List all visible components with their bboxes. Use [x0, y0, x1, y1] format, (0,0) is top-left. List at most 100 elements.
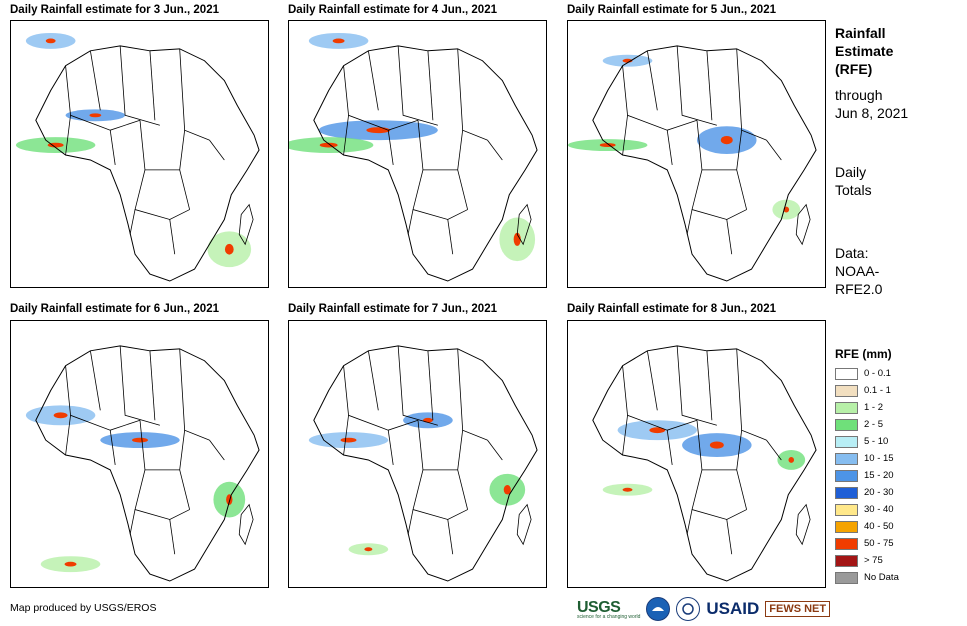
country-border [179, 48, 210, 141]
country-border [676, 45, 717, 126]
country-border [447, 219, 454, 255]
country-border [726, 219, 733, 255]
legend-swatch [835, 384, 858, 397]
country-border [766, 439, 782, 461]
africa-map-svg [592, 345, 817, 582]
legend-item: 30 - 40 [835, 501, 894, 518]
heavy-rainfall-area [503, 484, 511, 495]
country-border [736, 48, 767, 141]
heavy-rainfall-area [89, 113, 102, 118]
country-border [417, 420, 458, 471]
heavy-rainfall-area [599, 143, 616, 148]
country-border [676, 345, 717, 426]
country-border [412, 469, 468, 520]
noaa-logo-icon [646, 597, 671, 621]
heavy-rainfall-area [720, 135, 733, 145]
country-border [397, 345, 438, 426]
country-border [169, 219, 176, 255]
legend-item: 2 - 5 [835, 416, 883, 433]
country-border [706, 50, 713, 121]
side-title-line: (RFE) [835, 61, 873, 77]
legend-label: 0.1 - 1 [864, 385, 891, 396]
africa-coastline [592, 45, 817, 282]
side-through: through Jun 8, 2021 [835, 86, 908, 122]
legend-item: > 75 [835, 552, 883, 569]
legend-label: No Data [864, 572, 899, 583]
country-border [119, 45, 160, 126]
side-through-line: Jun 8, 2021 [835, 105, 909, 121]
country-border [89, 50, 101, 111]
country-border [139, 420, 180, 471]
legend-label: 30 - 40 [864, 504, 894, 515]
legend-swatch [835, 503, 858, 516]
heavy-rainfall-area [45, 38, 56, 44]
country-border [622, 365, 698, 431]
panel-title-jun7: Daily Rainfall estimate for 7 Jun., 2021 [288, 303, 497, 315]
usgs-tagline: science for a changing world [577, 613, 641, 620]
heavy-rainfall-area [340, 437, 357, 443]
country-border [427, 350, 434, 421]
country-border [139, 120, 180, 171]
country-border [666, 430, 673, 465]
side-totals: Daily Totals [835, 163, 872, 199]
country-border [646, 50, 658, 111]
country-border [646, 350, 658, 411]
legend-label: 40 - 50 [864, 521, 894, 532]
panel-title-jun4: Daily Rainfall estimate for 4 Jun., 2021 [288, 4, 497, 16]
side-data-line: Data: [835, 245, 869, 261]
legend-swatch [835, 418, 858, 431]
madagascar-outline [516, 503, 532, 546]
usgs-logo: USGS science for a changing world [577, 599, 640, 620]
side-title-line: Rainfall [835, 25, 886, 41]
rainfall-map-jun5 [567, 20, 826, 288]
legend-label: 5 - 10 [864, 436, 889, 447]
africa-map-svg [568, 45, 817, 282]
country-border [367, 50, 379, 111]
madagascar-outline [516, 203, 532, 246]
heavy-rainfall-area [364, 547, 373, 552]
country-border [129, 509, 136, 535]
heavy-rainfall-area [622, 487, 633, 492]
country-border [487, 439, 503, 461]
legend-item: No Data [835, 569, 899, 586]
map-credit: Map produced by USGS/EROS [10, 602, 157, 614]
country-border [343, 365, 419, 431]
country-border [209, 139, 225, 161]
legend-swatch [835, 435, 858, 448]
country-border [149, 350, 156, 421]
country-border [766, 139, 782, 161]
country-border [691, 469, 747, 520]
africa-coastline [35, 45, 260, 282]
legend-item: 0.1 - 1 [835, 382, 891, 399]
fews-net-logo: FEWS NET [765, 601, 831, 617]
country-border [686, 209, 693, 235]
heavy-rainfall-area [513, 232, 521, 246]
africa-coastline [313, 345, 538, 582]
legend-item: 20 - 30 [835, 484, 894, 501]
country-border [622, 65, 698, 131]
country-border [457, 48, 488, 141]
africa-map-svg [15, 32, 260, 282]
country-border [169, 519, 176, 555]
side-data-line: RFE2.0 [835, 281, 883, 297]
country-border [622, 415, 628, 456]
rainfall-map-jun8 [567, 320, 826, 588]
heavy-rainfall-area [47, 142, 64, 148]
legend-label: 20 - 30 [864, 487, 894, 498]
legend-label: 15 - 20 [864, 470, 894, 481]
country-border [89, 350, 101, 411]
legend-item: 50 - 75 [835, 535, 894, 552]
country-border [65, 115, 71, 156]
country-border [407, 209, 414, 235]
country-border [427, 50, 434, 121]
rainfall-map-jun7 [288, 320, 547, 588]
side-totals-line: Totals [835, 182, 872, 198]
country-border [134, 469, 190, 520]
legend-item: 0 - 0.1 [835, 365, 891, 382]
country-border [119, 345, 160, 426]
country-border [343, 65, 419, 131]
madagascar-outline [238, 503, 254, 546]
country-border [622, 115, 628, 156]
africa-coastline [35, 345, 260, 582]
country-border [65, 365, 141, 431]
